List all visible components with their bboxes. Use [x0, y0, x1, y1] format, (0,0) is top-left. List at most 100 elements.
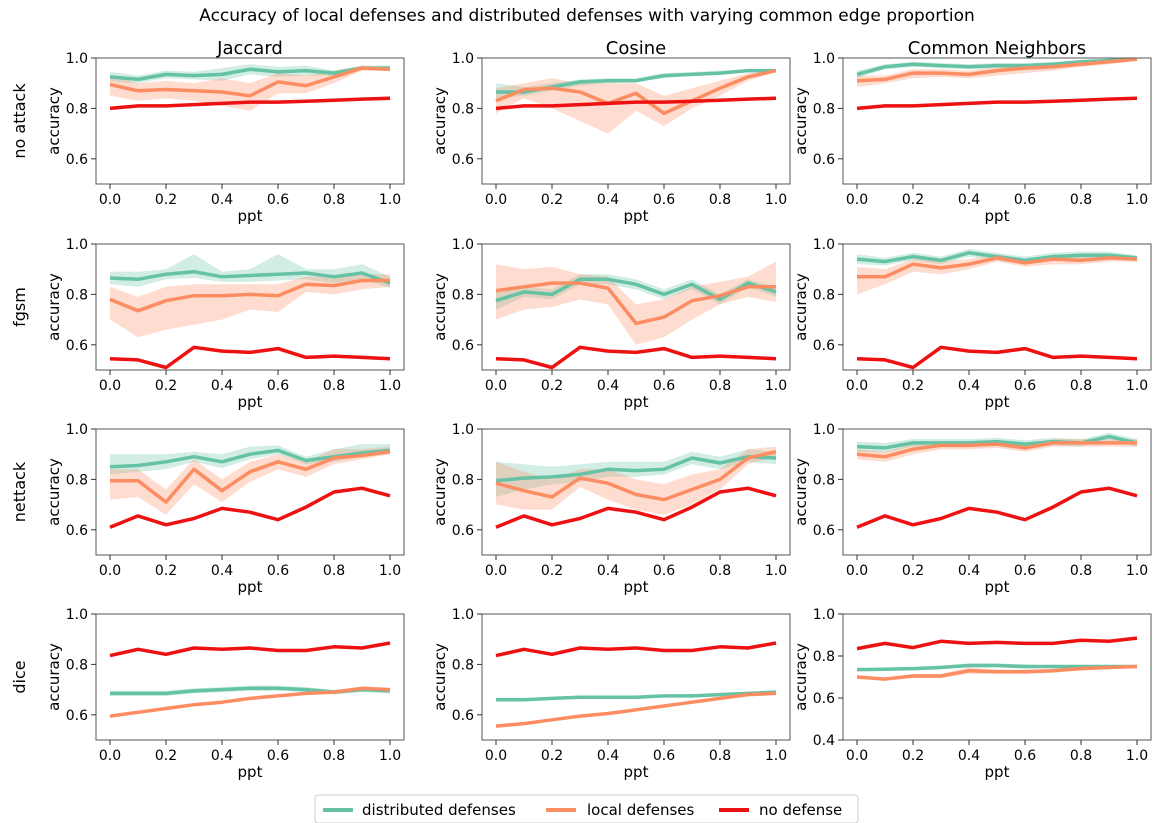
- row-label-no-attack: no attack: [10, 83, 29, 159]
- series-line-local-defenses: [109, 686, 391, 718]
- y-axis-label: accuracy: [431, 643, 449, 711]
- series-line-distributed-defenses: [496, 690, 777, 702]
- series-line-local-defenses: [110, 449, 391, 504]
- y-axis-label: accuracy: [45, 458, 63, 526]
- panel-fgsm-jaccard: 0.0 0.2 0.4 0.6 0.8 1.0 0.6 0.8 1.0 ppt accuracy: [45, 237, 405, 411]
- y-tick-label: 0.4: [813, 733, 835, 749]
- y-axis-label: accuracy: [431, 273, 449, 341]
- series-line-distributed-defenses: [109, 66, 390, 82]
- y-tick-label: 1.0: [452, 422, 474, 438]
- series-line-no-defense: [109, 641, 391, 658]
- axes-frame: [95, 57, 405, 185]
- y-tick-label: 1.0: [66, 237, 88, 253]
- series-line-distributed-defenses: [856, 434, 1138, 450]
- series-line-local-defenses: [857, 256, 1138, 279]
- x-tick-label: 0.8: [323, 748, 345, 764]
- x-tick-label: 0.0: [485, 192, 507, 208]
- panel-nettack-cosine: 0.0 0.2 0.4 0.6 0.8 1.0 0.6 0.8 1.0 ppt accuracy: [431, 422, 791, 596]
- band-local-defenses: [857, 254, 1137, 295]
- x-tick-label: 0.2: [541, 378, 563, 394]
- y-axis-label: accuracy: [45, 273, 63, 341]
- panel-data: [109, 254, 391, 370]
- series-line-local-defenses: [856, 441, 1137, 459]
- x-tick-label: 1.0: [379, 563, 401, 579]
- x-axis-label: ppt: [985, 207, 1010, 225]
- x-tick-label: 1.0: [379, 748, 401, 764]
- series-line-no-defense: [495, 96, 777, 111]
- series-line-local-defenses: [495, 281, 776, 326]
- axes-frame: [842, 428, 1152, 556]
- x-axis-label: ppt: [238, 393, 263, 411]
- series-line-local-defenses: [109, 278, 390, 313]
- x-tick-label: 0.2: [155, 192, 177, 208]
- y-tick-label: 0.6: [452, 708, 474, 724]
- y-tick-label: 0.8: [813, 472, 835, 488]
- series-line-local-defenses: [495, 68, 777, 116]
- y-axis-label: accuracy: [792, 643, 810, 711]
- y-axis-label: accuracy: [431, 458, 449, 526]
- panel-dice-common-neighbors: 0.0 0.2 0.4 0.6 0.8 1.0 0.4 0.6 0.8 1.0 ppt accurac…: [792, 607, 1152, 781]
- y-tick-label: 0.6: [452, 338, 474, 354]
- panel-nettack-jaccard: 0.0 0.2 0.4 0.6 0.8 1.0 0.6 0.8 1.0 ppt accuracy: [45, 422, 405, 596]
- panel-nettack-common-neighbors: 0.0 0.2 0.4 0.6 0.8 1.0 0.6 0.8 1.0 ppt accuracy: [792, 422, 1152, 596]
- y-tick-label: 0.8: [452, 101, 474, 117]
- series-line-local-defenses: [495, 449, 777, 502]
- panel-data: [109, 64, 391, 111]
- x-tick-label: 0.0: [846, 748, 868, 764]
- x-axis-label: ppt: [985, 393, 1010, 411]
- y-axis-label: accuracy: [792, 458, 810, 526]
- y-tick-label: 1.0: [66, 422, 88, 438]
- panel-dice-cosine: 0.0 0.2 0.4 0.6 0.8 1.0 0.6 0.8 1.0 ppt accuracy: [431, 607, 791, 781]
- x-tick-label: 0.4: [958, 192, 980, 208]
- axes-frame: [481, 428, 791, 556]
- y-tick-label: 1.0: [813, 237, 835, 253]
- y-tick-label: 1.0: [452, 237, 474, 253]
- axes-frame: [842, 57, 1152, 185]
- x-tick-label: 0.4: [597, 748, 619, 764]
- y-tick-label: 0.8: [813, 649, 835, 665]
- y-tick-label: 0.8: [66, 472, 88, 488]
- x-tick-label: 0.2: [902, 192, 924, 208]
- band-distributed-defenses: [496, 69, 776, 99]
- y-tick-label: 0.6: [66, 523, 88, 539]
- x-tick-label: 1.0: [765, 192, 787, 208]
- column-title-cosine: Cosine: [606, 38, 666, 59]
- x-tick-label: 0.0: [99, 748, 121, 764]
- panel-data: [495, 261, 777, 370]
- x-tick-label: 0.8: [1070, 563, 1092, 579]
- x-tick-label: 0.2: [155, 563, 177, 579]
- band-local-defenses: [110, 274, 390, 338]
- panel-fgsm-cosine: 0.0 0.2 0.4 0.6 0.8 1.0 0.6 0.8 1.0 ppt accuracy: [431, 237, 791, 411]
- axes-frame: [842, 243, 1152, 371]
- x-tick-label: 0.6: [267, 192, 289, 208]
- y-tick-label: 0.6: [66, 708, 88, 724]
- legend-box: [314, 794, 859, 823]
- x-tick-label: 1.0: [765, 748, 787, 764]
- axes-frame: [842, 613, 1152, 741]
- x-axis-label: ppt: [624, 393, 649, 411]
- x-tick-label: 0.0: [846, 192, 868, 208]
- y-tick-label: 0.8: [813, 101, 835, 117]
- axes-frame: [95, 428, 405, 556]
- x-tick-label: 1.0: [1126, 748, 1148, 764]
- y-tick-label: 1.0: [452, 51, 474, 67]
- x-tick-label: 0.0: [485, 563, 507, 579]
- x-tick-label: 0.2: [155, 378, 177, 394]
- series-line-distributed-defenses: [495, 454, 777, 483]
- y-tick-label: 0.8: [452, 472, 474, 488]
- series-line-no-defense: [495, 641, 777, 658]
- panel-no-attack-common-neighbors: 0.0 0.2 0.4 0.6 0.8 1.0 0.6 0.8 1.0 ppt accuracy: [792, 51, 1152, 225]
- series-line-no-defense: [109, 345, 391, 370]
- band-distributed-defenses: [110, 64, 390, 84]
- panel-dice-jaccard: 0.0 0.2 0.4 0.6 0.8 1.0 0.6 0.8 1.0 ppt accuracy: [45, 607, 405, 781]
- x-tick-label: 0.8: [323, 192, 345, 208]
- x-tick-label: 0.8: [1070, 192, 1092, 208]
- y-axis-label: accuracy: [45, 87, 63, 155]
- band-local-defenses: [496, 446, 776, 515]
- x-tick-label: 0.8: [323, 378, 345, 394]
- x-axis-label: ppt: [238, 578, 263, 596]
- x-tick-label: 0.2: [902, 378, 924, 394]
- x-axis-label: ppt: [238, 207, 263, 225]
- column-title-jaccard: Jaccard: [216, 38, 283, 59]
